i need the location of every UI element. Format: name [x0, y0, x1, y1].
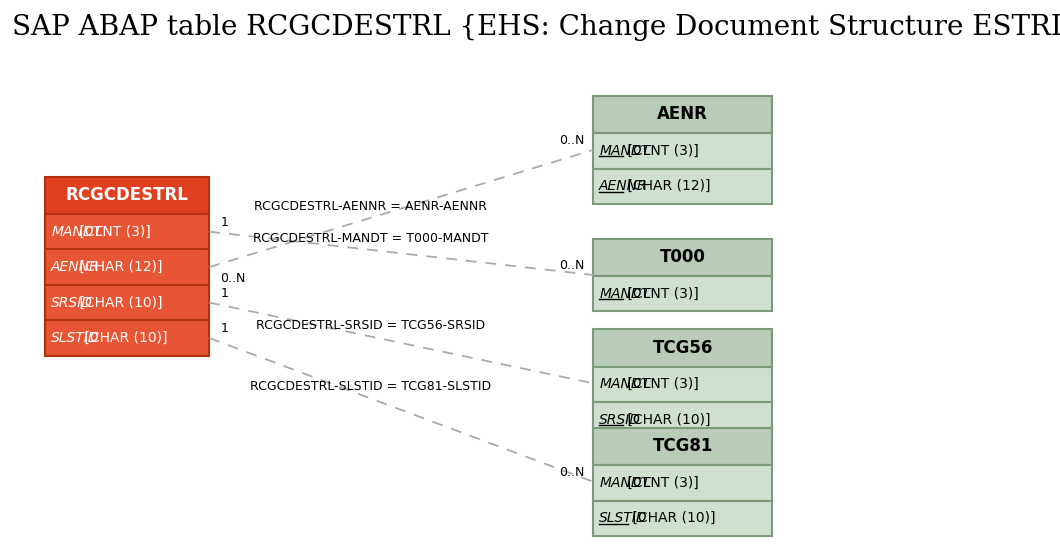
- Text: SRSID: SRSID: [599, 413, 641, 427]
- Text: [CHAR (10)]: [CHAR (10)]: [75, 295, 163, 310]
- Bar: [46, 249, 209, 285]
- Bar: [594, 501, 773, 536]
- Bar: [594, 402, 773, 438]
- Text: [CHAR (10)]: [CHAR (10)]: [629, 511, 716, 525]
- Bar: [594, 169, 773, 204]
- Bar: [46, 214, 209, 249]
- Text: RCGCDESTRL: RCGCDESTRL: [66, 186, 189, 204]
- Bar: [594, 133, 773, 169]
- Bar: [46, 285, 209, 320]
- Bar: [46, 320, 209, 356]
- Text: MANDT: MANDT: [599, 144, 650, 158]
- Bar: [594, 329, 773, 367]
- Text: RCGCDESTRL-AENNR = AENR-AENNR: RCGCDESTRL-AENNR = AENR-AENNR: [254, 200, 487, 213]
- Bar: [46, 177, 209, 214]
- Text: [CHAR (10)]: [CHAR (10)]: [623, 413, 711, 427]
- Bar: [594, 276, 773, 311]
- Text: 0..N: 0..N: [559, 259, 584, 272]
- Text: T000: T000: [659, 248, 706, 266]
- Text: [CLNT (3)]: [CLNT (3)]: [75, 225, 152, 239]
- Text: [CHAR (12)]: [CHAR (12)]: [623, 180, 711, 193]
- Text: [CHAR (10)]: [CHAR (10)]: [81, 331, 167, 345]
- Text: SRSID: SRSID: [51, 295, 93, 310]
- Text: MANDT: MANDT: [51, 225, 102, 239]
- Text: 1: 1: [220, 216, 228, 229]
- Text: 1: 1: [220, 322, 228, 335]
- Text: [CLNT (3)]: [CLNT (3)]: [623, 476, 700, 490]
- Bar: [594, 428, 773, 465]
- Bar: [594, 96, 773, 133]
- Text: AENR: AENR: [657, 105, 708, 124]
- Text: TCG56: TCG56: [653, 339, 713, 357]
- Text: [CLNT (3)]: [CLNT (3)]: [623, 287, 700, 301]
- Text: SLSTID: SLSTID: [599, 511, 648, 525]
- Text: 0..N
1: 0..N 1: [220, 272, 246, 300]
- Text: MANDT: MANDT: [599, 287, 650, 301]
- Text: RCGCDESTRL-SLSTID = TCG81-SLSTID: RCGCDESTRL-SLSTID = TCG81-SLSTID: [250, 380, 491, 394]
- Text: MANDT: MANDT: [599, 476, 650, 490]
- Text: RCGCDESTRL-MANDT = T000-MANDT: RCGCDESTRL-MANDT = T000-MANDT: [252, 232, 489, 245]
- Text: RCGCDESTRL-SRSID = TCG56-SRSID: RCGCDESTRL-SRSID = TCG56-SRSID: [255, 318, 485, 332]
- Text: TCG81: TCG81: [653, 438, 713, 455]
- Text: [CLNT (3)]: [CLNT (3)]: [623, 144, 700, 158]
- Text: [CHAR (12)]: [CHAR (12)]: [75, 260, 163, 274]
- Bar: [594, 465, 773, 501]
- Text: SAP ABAP table RCGCDESTRL {EHS: Change Document Structure ESTRL}: SAP ABAP table RCGCDESTRL {EHS: Change D…: [12, 14, 1060, 41]
- Text: [CLNT (3)]: [CLNT (3)]: [623, 377, 700, 391]
- Text: AENNR: AENNR: [51, 260, 100, 274]
- Text: AENNR: AENNR: [599, 180, 648, 193]
- Text: SLSTID: SLSTID: [51, 331, 100, 345]
- Text: 0..N: 0..N: [559, 134, 584, 147]
- Bar: [594, 239, 773, 276]
- Bar: [594, 367, 773, 402]
- Text: MANDT: MANDT: [599, 377, 650, 391]
- Text: 0..N: 0..N: [559, 466, 584, 479]
